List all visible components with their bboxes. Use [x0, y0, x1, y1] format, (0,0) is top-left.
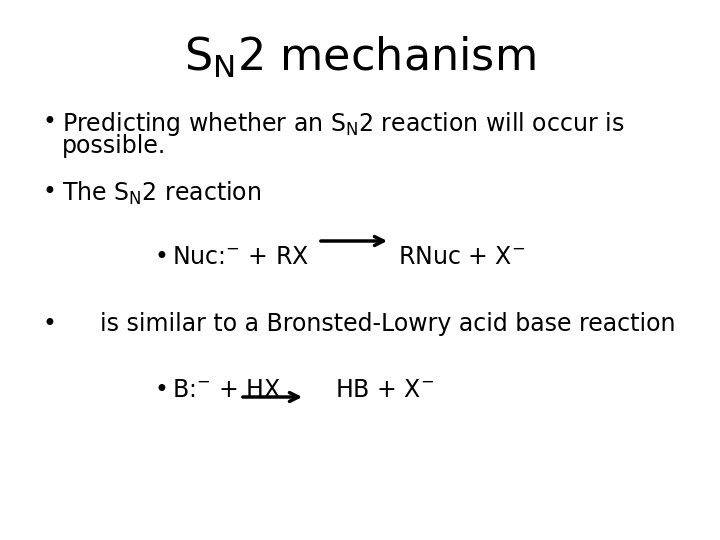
Text: Predicting whether an $\mathdefault{S_N}$2 reaction will occur is: Predicting whether an $\mathdefault{S_N}…	[62, 110, 624, 138]
Text: possible.: possible.	[62, 134, 166, 158]
Text: HB + X$\mathdefault{^{-}}$: HB + X$\mathdefault{^{-}}$	[335, 378, 434, 402]
Text: •: •	[155, 245, 169, 269]
Text: $\mathdefault{S_N}$2 mechanism: $\mathdefault{S_N}$2 mechanism	[184, 35, 536, 80]
Text: •: •	[42, 180, 56, 204]
Text: •: •	[42, 312, 56, 336]
Text: •: •	[155, 378, 169, 402]
Text: The $\mathdefault{S_N}$2 reaction: The $\mathdefault{S_N}$2 reaction	[62, 180, 261, 207]
Text: Nuc:$\mathdefault{^{-}}$ + RX: Nuc:$\mathdefault{^{-}}$ + RX	[172, 245, 309, 269]
Text: •: •	[42, 110, 56, 134]
Text: is similar to a Bronsted-Lowry acid base reaction: is similar to a Bronsted-Lowry acid base…	[100, 312, 675, 336]
Text: B:$\mathdefault{^{-}}$ + HX: B:$\mathdefault{^{-}}$ + HX	[172, 378, 281, 402]
Text: RNuc + X$\mathdefault{^{-}}$: RNuc + X$\mathdefault{^{-}}$	[398, 245, 526, 269]
